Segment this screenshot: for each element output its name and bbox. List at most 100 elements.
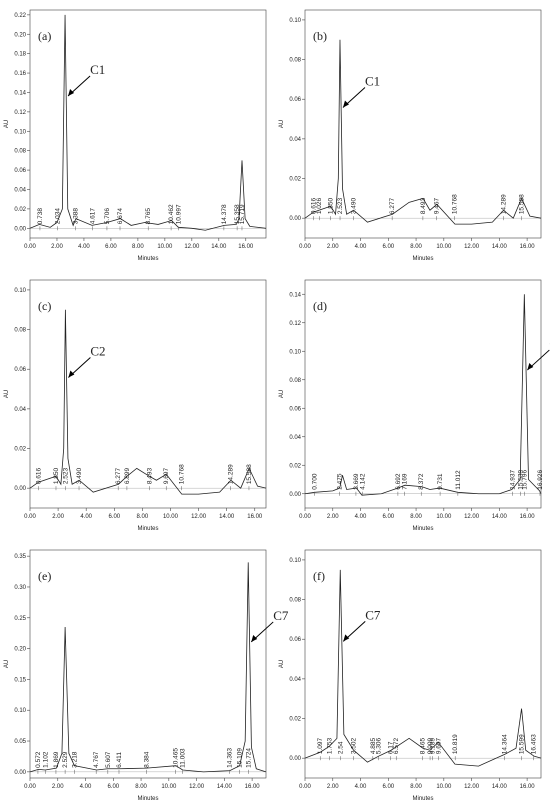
peak-label: 14.289 [228, 464, 235, 484]
peak-label: 8.372 [418, 473, 425, 490]
peak-label: 6.692 [395, 473, 402, 490]
peak-label: 1.026 [316, 198, 323, 215]
y-tick-label: 0.02 [289, 717, 301, 723]
y-tick-label: 0.06 [14, 367, 26, 373]
peak-label: 5.706 [104, 208, 111, 225]
y-tick-label: 0.00 [14, 486, 26, 492]
y-tick-label: 0.10 [289, 349, 301, 355]
x-tick-label: 0.00 [24, 514, 36, 520]
y-tick-label: 0.05 [14, 739, 26, 745]
y-tick-label: 0.00 [289, 216, 301, 222]
y-axis-label: AU [279, 660, 285, 668]
y-tick-label: 0.04 [289, 137, 301, 143]
x-tick-label: 8.00 [135, 784, 147, 790]
plot-frame [304, 549, 542, 779]
y-tick-label: 0.06 [289, 97, 301, 103]
y-tick-label: 0.04 [14, 187, 26, 193]
y-tick-label: 0.08 [14, 328, 26, 334]
x-tick-label: 2.00 [327, 244, 339, 250]
x-tick-label: 16.00 [520, 244, 536, 250]
peak-label: 1.869 [53, 751, 60, 768]
y-tick-label: 0.00 [14, 226, 26, 232]
peak-label: 9.697 [163, 468, 170, 485]
peak-label: 2.475 [336, 473, 343, 490]
annotation: C2 [90, 344, 105, 359]
x-tick-label: 8.00 [410, 784, 422, 790]
y-tick-label: 0.12 [14, 110, 26, 116]
x-axis-label: Minutes [412, 796, 433, 802]
x-tick-label: 10.00 [436, 784, 452, 790]
x-tick-label: 8.00 [410, 514, 422, 520]
y-axis-label: AU [279, 120, 285, 128]
x-tick-label: 12.00 [184, 244, 200, 250]
x-tick-label: 16.00 [245, 784, 261, 790]
y-tick-label: 0.22 [14, 13, 26, 19]
peak-label: 1.102 [42, 751, 49, 768]
peak-label: 6.277 [115, 468, 122, 485]
y-tick-label: 0.20 [14, 32, 26, 38]
y-tick-label: 0.25 [14, 616, 26, 622]
panel-label: (e) [38, 569, 51, 583]
peak-label: 2.529 [62, 751, 69, 768]
x-tick-label: 4.00 [80, 514, 92, 520]
x-axis-label: Minutes [412, 256, 433, 262]
x-tick-label: 14.00 [492, 514, 508, 520]
x-tick-label: 16.00 [247, 514, 263, 520]
y-tick-label: 0.02 [14, 207, 26, 213]
peak-label: 15.588 [246, 464, 253, 484]
x-tick-label: 2.00 [327, 784, 339, 790]
x-tick-label: 2.00 [51, 244, 63, 250]
annotation-arrowhead [68, 370, 75, 378]
peak-label: 2.034 [54, 208, 61, 225]
peak-label: 16.463 [531, 734, 538, 754]
y-tick-label: 0.06 [14, 168, 26, 174]
peak-label: 0.700 [312, 473, 319, 490]
panel-label: (a) [38, 29, 51, 43]
x-tick-label: 16.00 [238, 244, 254, 250]
x-tick-label: 4.00 [355, 514, 367, 520]
x-tick-label: 4.00 [80, 784, 92, 790]
peak-label: 14.364 [501, 734, 508, 754]
x-tick-label: 0.00 [299, 514, 311, 520]
panel-label: (c) [38, 299, 51, 313]
peak-label: 8.493 [146, 468, 153, 485]
peak-label: 8.384 [143, 751, 150, 768]
annotation-arrowhead [343, 634, 350, 642]
x-tick-label: 4.00 [355, 784, 367, 790]
annotation: C1 [365, 74, 380, 89]
y-tick-label: 0.00 [289, 756, 301, 762]
x-tick-label: 12.00 [191, 514, 207, 520]
annotation: C7 [365, 607, 381, 622]
peak-label: 0.572 [35, 751, 42, 768]
x-tick-label: 14.00 [219, 514, 235, 520]
peak-label: 3.490 [350, 198, 357, 215]
peak-label: 9.607 [435, 738, 442, 755]
x-tick-label: 14.00 [492, 244, 508, 250]
peak-label: 4.885 [370, 738, 377, 755]
y-tick-label: 0.35 [14, 554, 26, 560]
y-tick-label: 0.10 [14, 708, 26, 714]
chromatogram-trace [304, 294, 542, 496]
peak-label: 0.616 [311, 198, 318, 215]
x-tick-label: 14.00 [217, 784, 233, 790]
peak-label: 8.465 [420, 738, 427, 755]
peak-label: 16.926 [537, 469, 544, 489]
peak-label: 10.465 [172, 748, 179, 768]
plot-frame [29, 549, 267, 779]
peak-label: 9.467 [433, 198, 440, 215]
peak-label: 6.899 [124, 468, 131, 485]
annotation: C1 [90, 62, 105, 77]
peak-label: 3.388 [73, 208, 80, 225]
peak-label: 2.523 [62, 468, 69, 485]
y-tick-label: 0.06 [289, 637, 301, 643]
peak-label: 4.617 [89, 208, 96, 225]
y-tick-label: 0.04 [289, 435, 301, 441]
y-tick-label: 0.20 [14, 647, 26, 653]
chromatogram-trace [304, 569, 542, 767]
y-tick-label: 0.00 [289, 492, 301, 498]
x-tick-label: 6.00 [382, 514, 394, 520]
annotation-arrowhead [342, 100, 349, 108]
peak-label: 0.616 [36, 468, 43, 485]
peak-label: 10.462 [168, 204, 175, 224]
